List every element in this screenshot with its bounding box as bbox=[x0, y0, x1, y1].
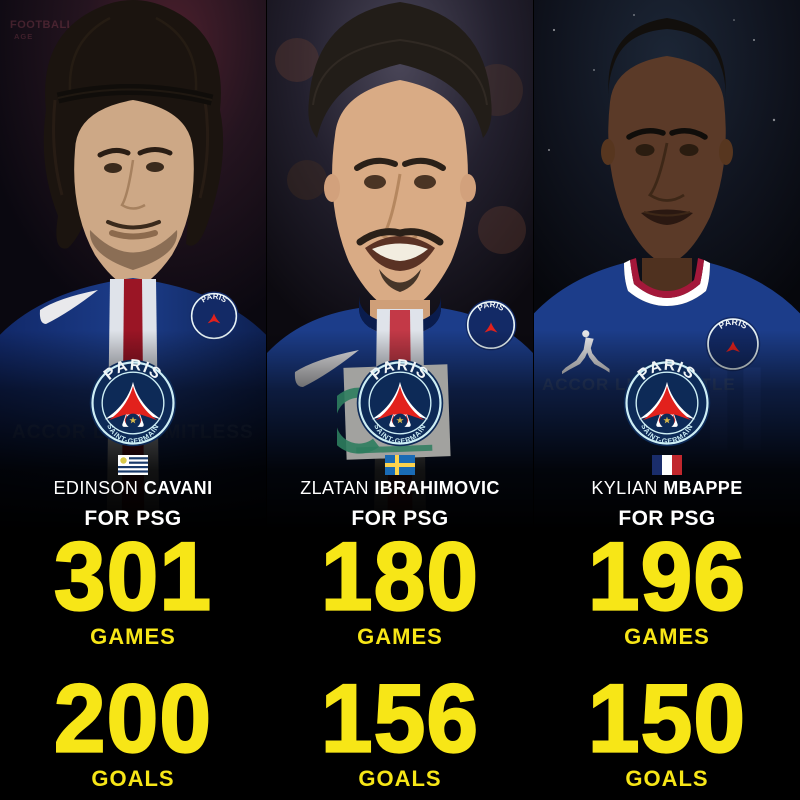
svg-text:FOOTBALL: FOOTBALL bbox=[10, 19, 74, 31]
svg-text:AGE: AGE bbox=[14, 32, 33, 41]
